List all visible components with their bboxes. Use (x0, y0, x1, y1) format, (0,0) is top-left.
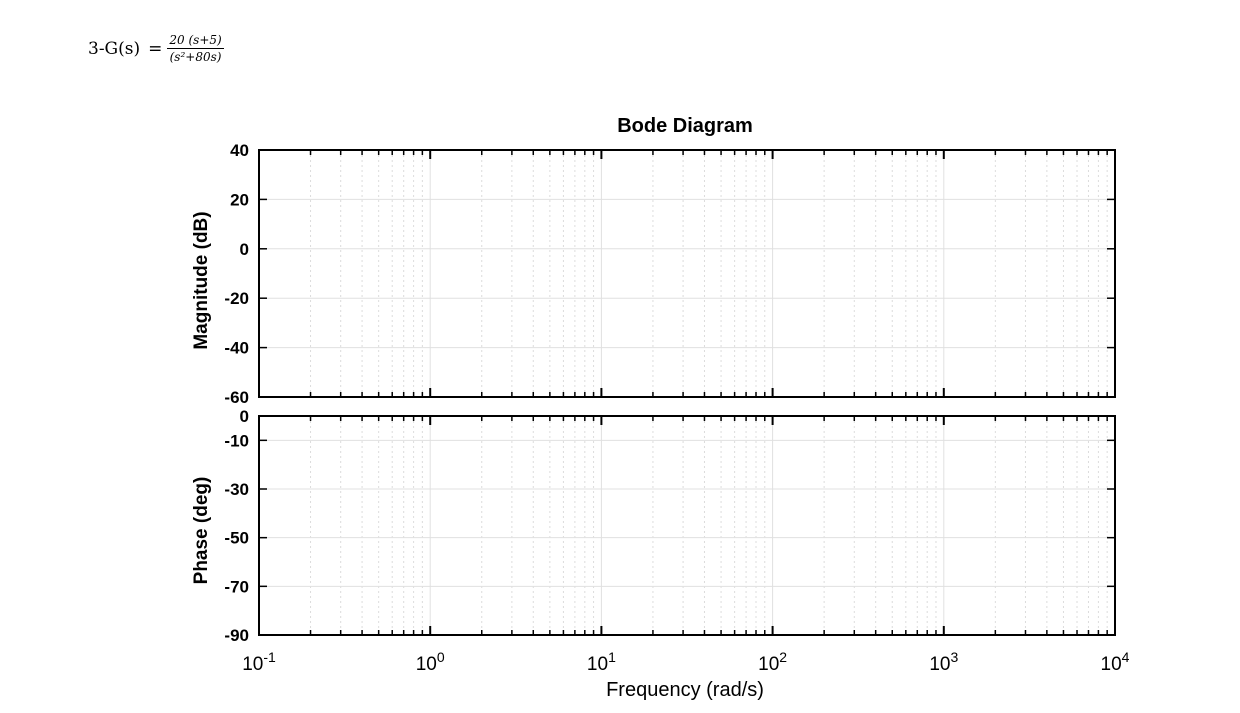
x-tick-label-exponent: 2 (779, 649, 787, 665)
x-tick-label: 100 (416, 649, 445, 675)
fraction-denominator: (s²+80s) (169, 50, 222, 64)
x-tick-label-base: 10 (587, 654, 608, 675)
y-tick-label: -40 (224, 339, 249, 358)
x-tick-label: 101 (587, 649, 616, 675)
phase-y-tick-labels: 0 -10 -30 -50 -70 -90 (224, 407, 249, 645)
equals-sign: = (148, 38, 163, 59)
y-tick-label: -30 (224, 480, 249, 499)
x-tick-label-base: 10 (758, 654, 779, 675)
chart-title: Bode Diagram (617, 115, 753, 137)
magnitude-y-tick-labels: 40 20 0 -20 -40 -60 (224, 141, 249, 407)
y-tick-label: 40 (230, 141, 249, 160)
phase-ticks (258, 415, 1116, 636)
phase-panel: 0 -10 -30 -50 -70 -90 Phase (deg) (191, 407, 1116, 645)
y-tick-label: 20 (230, 190, 249, 209)
x-tick-label-base: 10 (416, 654, 437, 675)
x-tick-label-exponent: 4 (1122, 649, 1130, 665)
phase-plot-frame (258, 415, 1116, 636)
y-tick-label: -10 (224, 431, 249, 450)
x-tick-label-exponent: 0 (437, 649, 445, 665)
x-tick-label-exponent: -1 (263, 649, 276, 665)
x-tick-label-exponent: 3 (950, 649, 958, 665)
y-tick-label: -60 (224, 388, 249, 407)
y-tick-label: -50 (224, 529, 249, 548)
x-axis-label: Frequency (rad/s) (606, 679, 764, 701)
transfer-function-label: 3-G(s) (88, 38, 141, 59)
x-tick-label-base: 10 (242, 654, 263, 675)
y-tick-label: -90 (224, 626, 249, 645)
magnitude-grid (258, 149, 1116, 398)
x-tick-label-base: 10 (929, 654, 950, 675)
problem-statement: 3-G(s) = 20 (s+5) (s²+80s) (88, 33, 224, 64)
x-tick-label: 104 (1101, 649, 1130, 675)
x-tick-label: 102 (758, 649, 787, 675)
x-tick-label: 10-1 (242, 649, 276, 675)
magnitude-ticks (258, 149, 1116, 398)
magnitude-panel: 40 20 0 -20 -40 -60 Magnitude (dB) (191, 141, 1116, 407)
fraction-numerator: 20 (s+5) (167, 33, 224, 49)
phase-grid (258, 415, 1116, 636)
transfer-function-fraction: 20 (s+5) (s²+80s) (167, 33, 224, 64)
x-tick-label-base: 10 (1101, 654, 1122, 675)
phase-axis-label: Phase (deg) (191, 477, 212, 585)
x-tick-labels: 10-1 100 101 102 103 104 (242, 649, 1129, 675)
magnitude-axis-label: Magnitude (dB) (191, 211, 212, 349)
x-tick-label: 103 (929, 649, 958, 675)
y-tick-label: 0 (240, 407, 249, 426)
y-tick-label: -70 (224, 577, 249, 596)
y-tick-label: -20 (224, 289, 249, 308)
x-tick-label-exponent: 1 (608, 649, 616, 665)
y-tick-label: 0 (240, 240, 249, 259)
magnitude-plot-frame (258, 149, 1116, 398)
